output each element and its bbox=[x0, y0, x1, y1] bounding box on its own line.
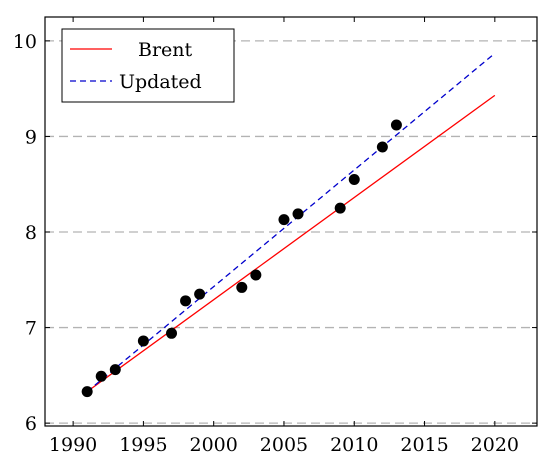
series-line-updated bbox=[86, 52, 496, 393]
data-point bbox=[166, 327, 178, 339]
legend-label-brent: Brent bbox=[138, 39, 193, 61]
data-point bbox=[236, 281, 248, 293]
x-tick-label-2010: 2010 bbox=[330, 434, 378, 456]
x-tick-label-2005: 2005 bbox=[260, 434, 308, 456]
ticks-layer: 6 7 8 9 10 1990 1995 2000 2005 2010 2015 2020 bbox=[13, 17, 537, 456]
data-point bbox=[81, 386, 93, 398]
x-tick-label-1990: 1990 bbox=[49, 434, 97, 456]
data-point bbox=[194, 288, 206, 300]
data-point bbox=[180, 295, 192, 307]
legend-label-updated: Updated bbox=[119, 71, 202, 93]
data-point bbox=[109, 364, 121, 376]
series-layer bbox=[86, 52, 496, 393]
data-point bbox=[348, 173, 360, 185]
x-tick-label-2015: 2015 bbox=[400, 434, 448, 456]
data-point bbox=[137, 335, 149, 347]
legend: Brent Updated bbox=[61, 28, 235, 103]
series-line-brent bbox=[86, 94, 496, 393]
data-point bbox=[376, 141, 388, 153]
data-point bbox=[278, 214, 290, 226]
plot-frame bbox=[44, 16, 538, 427]
data-point bbox=[390, 119, 402, 131]
data-point bbox=[292, 208, 304, 220]
points-layer bbox=[81, 119, 402, 398]
y-tick-label-7: 7 bbox=[25, 318, 37, 340]
x-tick-label-2000: 2000 bbox=[190, 434, 238, 456]
y-tick-label-8: 8 bbox=[25, 222, 37, 244]
data-point bbox=[95, 370, 107, 382]
y-tick-label-10: 10 bbox=[13, 31, 37, 53]
x-tick-label-1995: 1995 bbox=[119, 434, 167, 456]
x-tick-label-2020: 2020 bbox=[471, 434, 519, 456]
legend-box bbox=[61, 28, 235, 103]
data-point bbox=[334, 202, 346, 214]
y-tick-label-9: 9 bbox=[25, 126, 37, 148]
y-tick-label-6: 6 bbox=[25, 413, 37, 435]
grid-layer bbox=[45, 40, 537, 424]
data-point bbox=[250, 269, 262, 281]
